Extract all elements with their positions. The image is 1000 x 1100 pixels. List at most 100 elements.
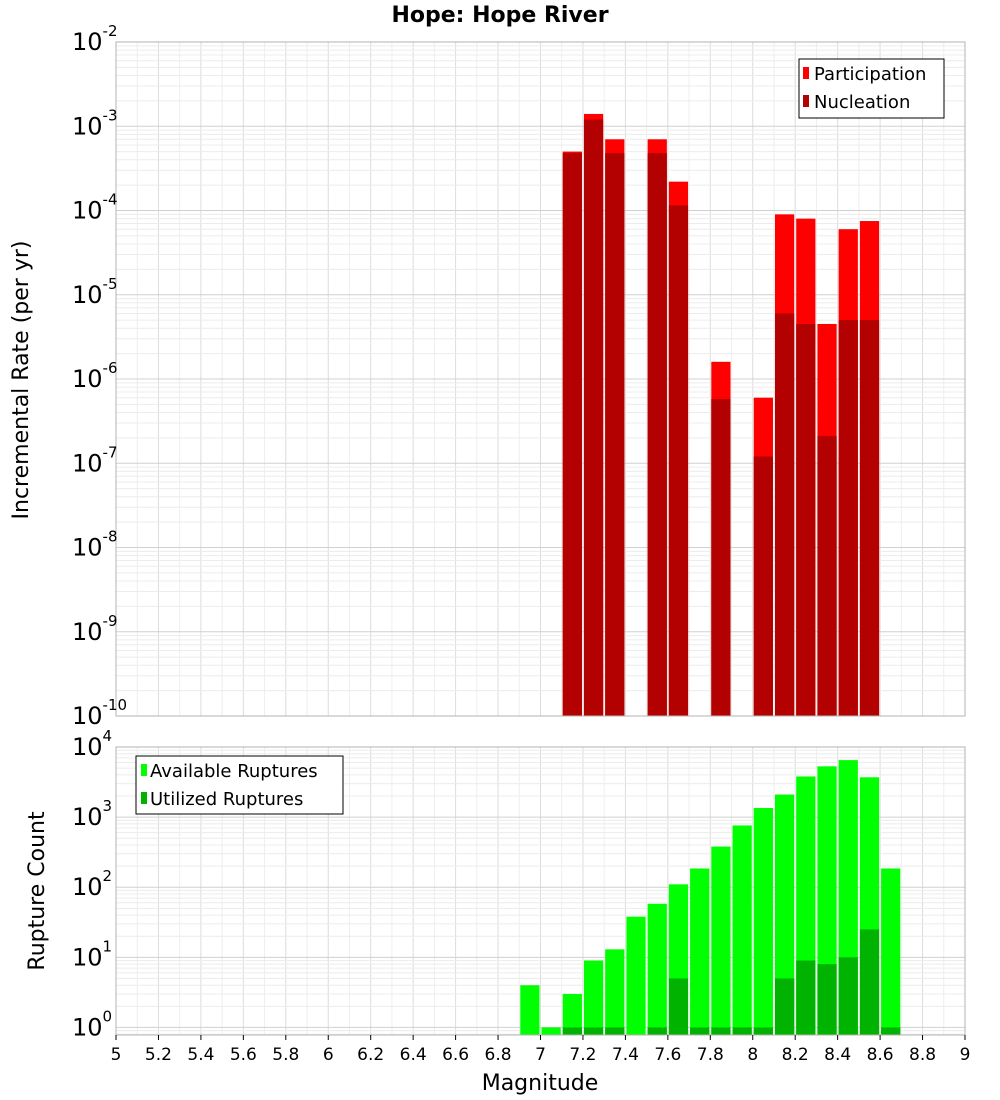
utilized-ruptures-bar: [690, 1027, 710, 1035]
x-tick-label: 6.4: [400, 1045, 427, 1065]
rate-y-tick-base: 10: [72, 534, 103, 562]
nucleation-bar: [711, 398, 731, 716]
rate-plot-border: [115, 41, 966, 717]
legend-label-available: Available Ruptures: [150, 761, 318, 782]
count-y-tick-exponent: 3: [103, 797, 113, 815]
rate-y-ticks: 10-210-310-410-510-610-710-810-910-10: [72, 22, 127, 730]
rate-y-tick-exponent: -4: [103, 191, 118, 209]
legend-label-utilized: Utilized Ruptures: [150, 789, 303, 810]
utilized-ruptures-bar: [859, 929, 880, 1035]
utilized-ruptures-bar: [774, 978, 795, 1035]
rate-y-axis-label: Incremental Rate (per yr): [9, 241, 34, 520]
legend-swatch-nucleation: [803, 95, 809, 107]
available-ruptures-bar: [626, 916, 646, 1035]
available-ruptures-bar: [774, 794, 795, 1035]
x-tick-label: 7.2: [569, 1045, 596, 1065]
legend-label-participation: Participation: [814, 64, 926, 85]
rate-y-tick-label: 10-8: [72, 528, 118, 562]
rate-y-tick-exponent: -5: [103, 275, 118, 293]
nucleation-bar: [859, 320, 880, 716]
available-ruptures-bar: [583, 960, 604, 1035]
utilized-ruptures-bar: [817, 964, 837, 1035]
rate-y-tick-base: 10: [72, 28, 103, 56]
x-tick-labels: 5 5.2 5.4 5.6 5.8 6 6.2 6.4 6.6 6.8 7 7.2 7.4 7.6 7.8 8…: [111, 1035, 971, 1065]
count-y-tick-base: 10: [72, 943, 103, 971]
x-tick-label: 5.4: [187, 1045, 214, 1065]
nucleation-bar: [774, 313, 795, 716]
utilized-ruptures-bar: [605, 1027, 625, 1035]
rate-y-tick-exponent: -9: [103, 612, 118, 630]
utilized-ruptures-bar: [796, 960, 816, 1035]
x-tick-label: 6.2: [357, 1045, 384, 1065]
rate-legend-box: [798, 58, 945, 119]
available-ruptures-bar: [562, 993, 582, 1035]
rate-y-tick-exponent: -3: [103, 106, 118, 124]
x-tick-label: 9: [960, 1045, 971, 1065]
utilized-ruptures-bar: [647, 1027, 667, 1035]
x-tick-label: 7.6: [654, 1045, 681, 1065]
count-legend: Available Ruptures Utilized Ruptures: [135, 755, 344, 815]
x-tick-label: 5.8: [272, 1045, 299, 1065]
count-bars: [520, 760, 901, 1035]
available-ruptures-bar: [605, 949, 625, 1035]
x-tick-label: 8.4: [824, 1045, 851, 1065]
count-y-tick-exponent: 0: [103, 1007, 113, 1025]
available-ruptures-bar: [647, 903, 667, 1035]
x-tick-label: 7.4: [612, 1045, 639, 1065]
count-y-tick-label: 101: [72, 937, 112, 971]
rate-y-tick-base: 10: [72, 449, 103, 477]
x-tick-label: 8.6: [867, 1045, 894, 1065]
legend-swatch-participation: [803, 67, 809, 79]
x-tick-label: 7: [535, 1045, 546, 1065]
count-legend-box: [135, 755, 344, 815]
x-tick-label: 8.8: [909, 1045, 936, 1065]
rate-y-tick-label: 10-4: [72, 191, 118, 225]
nucleation-bar: [647, 153, 667, 717]
utilized-ruptures-bar: [732, 1027, 752, 1035]
available-ruptures-bar: [520, 985, 540, 1035]
count-y-tick-label: 103: [72, 797, 112, 831]
x-tick-label: 5: [111, 1045, 122, 1065]
count-y-tick-base: 10: [72, 733, 103, 761]
utilized-ruptures-bar: [583, 1027, 604, 1035]
x-tick-label: 7.8: [697, 1045, 724, 1065]
rate-y-tick-label: 10-6: [72, 359, 118, 393]
rate-y-tick-exponent: -6: [103, 359, 118, 377]
rate-bars: [562, 113, 880, 717]
x-tick-label: 8: [747, 1045, 758, 1065]
nucleation-bar: [562, 153, 582, 717]
rate-y-tick-base: 10: [72, 365, 103, 393]
x-tick-label: 5.6: [230, 1045, 257, 1065]
count-y-tick-base: 10: [72, 873, 103, 901]
count-y-tick-exponent: 4: [103, 727, 113, 745]
rate-grid: [115, 42, 966, 717]
nucleation-bar: [838, 320, 858, 716]
nucleation-bar: [796, 323, 816, 716]
rate-legend: Participation Nucleation: [798, 58, 945, 119]
count-y-tick-exponent: 1: [103, 937, 113, 955]
rate-y-tick-label: 10-10: [72, 696, 127, 730]
nucleation-bar: [817, 436, 837, 716]
count-y-tick-base: 10: [72, 1013, 103, 1041]
chart-title: Hope: Hope River: [391, 3, 608, 28]
rate-y-tick-label: 10-9: [72, 612, 118, 646]
legend-label-nucleation: Nucleation: [814, 92, 910, 113]
nucleation-bar: [583, 119, 604, 716]
available-ruptures-bar: [881, 868, 901, 1035]
legend-swatch-utilized: [141, 792, 147, 804]
count-y-tick-label: 102: [72, 867, 112, 901]
available-ruptures-bar: [732, 825, 752, 1035]
rate-y-tick-label: 10-3: [72, 106, 118, 140]
x-axis-label: Magnitude: [482, 1071, 599, 1096]
rate-y-tick-exponent: -10: [103, 696, 128, 714]
nucleation-bar: [668, 205, 689, 716]
rate-y-tick-base: 10: [72, 112, 103, 140]
utilized-ruptures-bar: [838, 957, 858, 1035]
available-ruptures-bar: [711, 846, 731, 1035]
nucleation-bar: [605, 153, 625, 717]
rate-y-tick-base: 10: [72, 281, 103, 309]
utilized-ruptures-bar: [668, 978, 689, 1035]
rate-y-tick-exponent: -2: [103, 22, 118, 40]
